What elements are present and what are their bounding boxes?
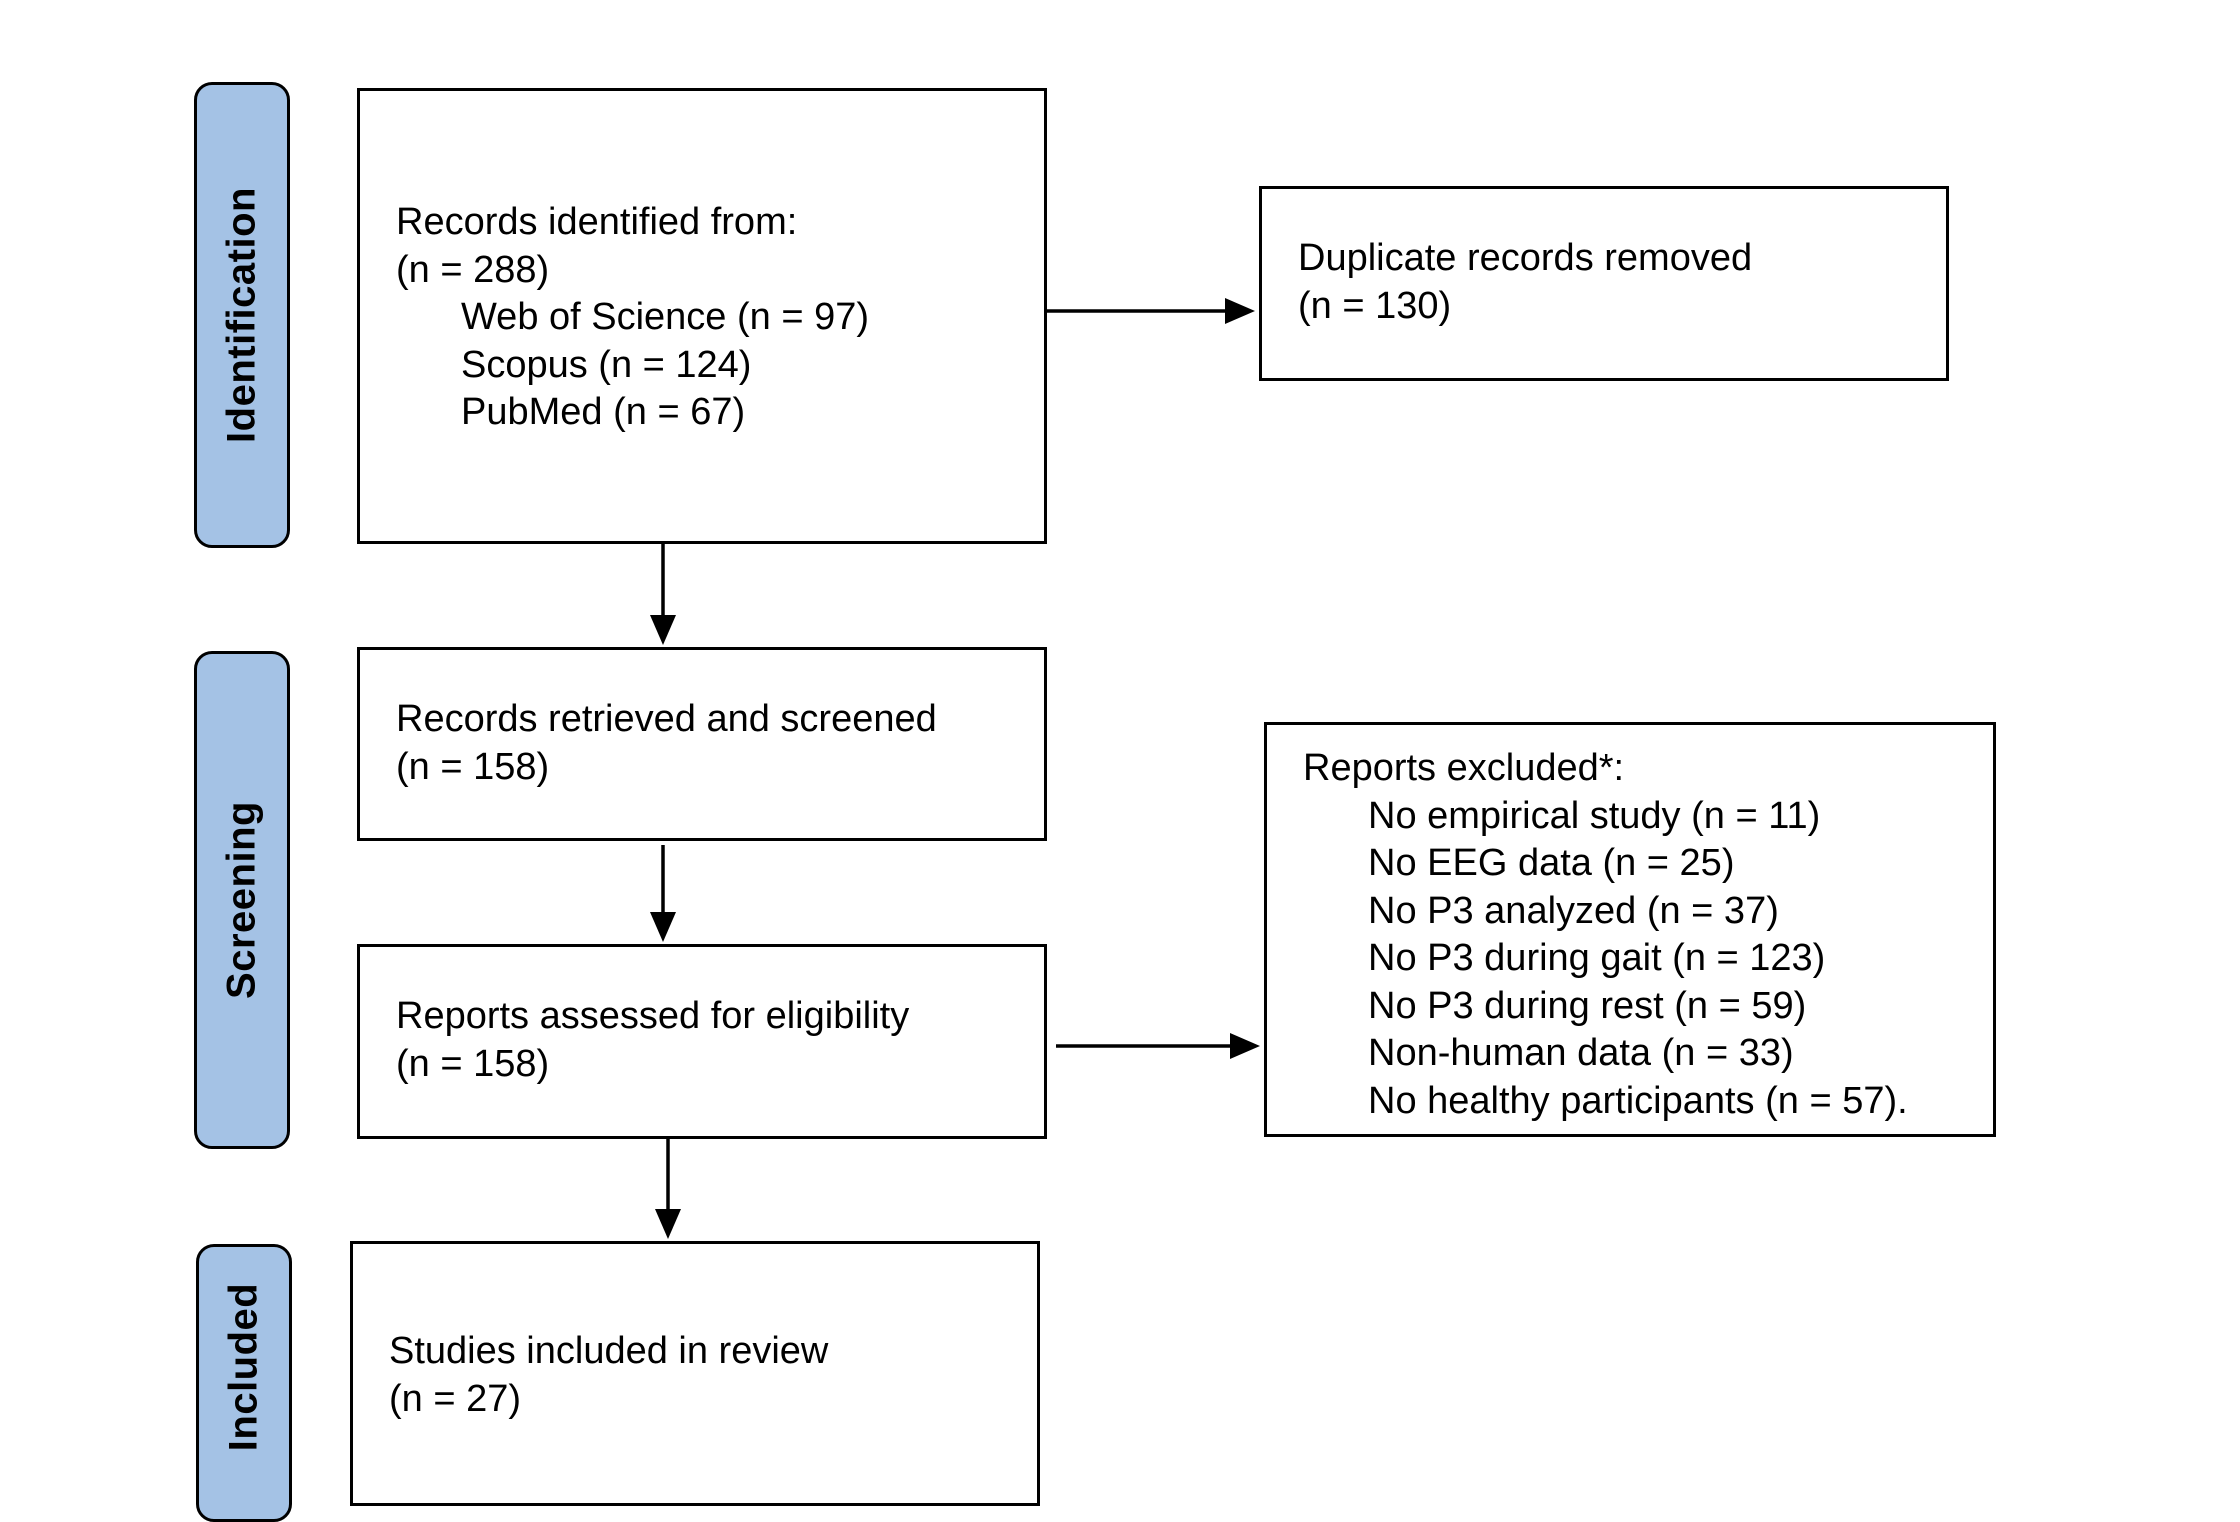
arrowhead-screened: [650, 615, 676, 645]
studies-included-title: Studies included in review: [389, 1330, 829, 1372]
records-identified-count: (n = 288): [396, 248, 550, 291]
records-identified-title: Records identified from:: [396, 201, 798, 243]
reports-assessed-text: Reports assessed for eligibility (n = 15…: [396, 993, 909, 1088]
stage-screening: Screening: [194, 651, 290, 1149]
records-screened-title: Records retrieved and screened: [396, 698, 937, 740]
reports-assessed-title: Reports assessed for eligibility: [396, 995, 910, 1037]
arrowhead-duplicates: [1225, 298, 1255, 324]
exclusion-reason: No healthy participants (n = 57).: [1368, 1079, 1908, 1122]
box-studies-included: Studies included in review (n = 27): [350, 1241, 1040, 1506]
exclusion-reason: No EEG data (n = 25): [1368, 842, 1735, 884]
reports-excluded-title: Reports excluded*:: [1303, 747, 1625, 789]
studies-included-text: Studies included in review (n = 27): [389, 1328, 828, 1423]
duplicates-removed-count: (n = 130): [1298, 284, 1452, 327]
source-web-of-science: Web of Science (n = 97): [461, 296, 870, 338]
exclusion-reason: No P3 during rest (n = 59): [1368, 984, 1807, 1027]
reports-excluded-text: Reports excluded*: No empirical study (n…: [1303, 745, 1908, 1125]
arrowhead-assessed: [650, 912, 676, 942]
box-records-screened: Records retrieved and screened (n = 158): [357, 647, 1047, 841]
studies-included-count: (n = 27): [389, 1377, 522, 1420]
exclusion-reason: No P3 during gait (n = 123): [1368, 937, 1826, 979]
duplicates-removed-text: Duplicate records removed (n = 130): [1298, 235, 1752, 330]
box-reports-excluded: Reports excluded*: No empirical study (n…: [1264, 722, 1996, 1137]
arrowhead-included: [655, 1209, 681, 1239]
source-pubmed: PubMed (n = 67): [461, 391, 746, 433]
source-scopus: Scopus (n = 124): [461, 343, 752, 386]
records-identified-text: Records identified from: (n = 288) Web o…: [396, 199, 869, 437]
exclusion-reason: No P3 analyzed (n = 37): [1368, 889, 1779, 932]
box-records-identified: Records identified from: (n = 288) Web o…: [357, 88, 1047, 544]
reports-assessed-count: (n = 158): [396, 1042, 550, 1085]
box-duplicates-removed: Duplicate records removed (n = 130): [1259, 186, 1949, 381]
records-screened-text: Records retrieved and screened (n = 158): [396, 696, 937, 791]
exclusion-reason: Non-human data (n = 33): [1368, 1032, 1794, 1074]
stage-identification: Identification: [194, 82, 290, 548]
box-reports-assessed: Reports assessed for eligibility (n = 15…: [357, 944, 1047, 1139]
arrowhead-excluded: [1230, 1033, 1260, 1059]
records-screened-count: (n = 158): [396, 745, 550, 788]
exclusion-reason: No empirical study (n = 11): [1368, 794, 1821, 837]
duplicates-removed-title: Duplicate records removed: [1298, 237, 1753, 279]
